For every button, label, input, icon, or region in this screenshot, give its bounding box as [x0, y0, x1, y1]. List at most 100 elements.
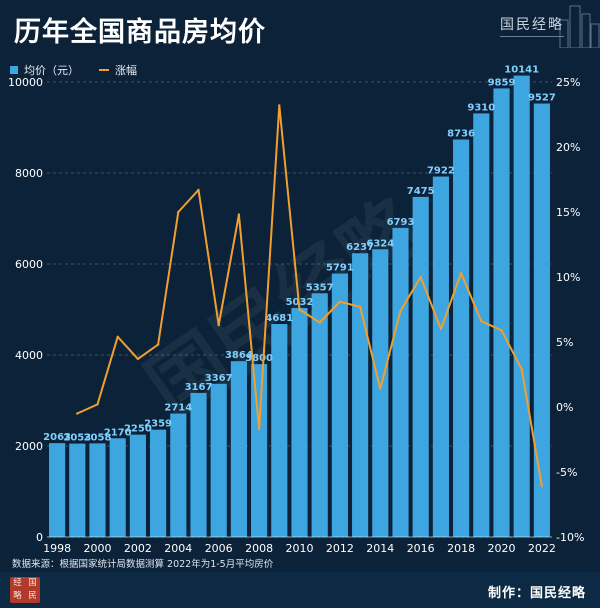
x-tick-label: 2008 — [245, 542, 273, 555]
growth-point — [278, 104, 281, 107]
growth-point — [177, 210, 180, 214]
line-series — [76, 104, 544, 488]
y-left-tick-label: 0 — [36, 531, 43, 544]
bar — [109, 438, 126, 537]
growth-point — [156, 343, 160, 346]
legend-line-swatch — [99, 69, 109, 71]
bar — [150, 429, 167, 537]
bar-data-label: 5357 — [306, 282, 334, 293]
bar — [49, 443, 66, 537]
bar-data-label: 9527 — [528, 93, 556, 104]
y-axis-right: -10% -5% 0% 5% 10% 15% 20% 25% — [556, 76, 584, 544]
growth-point — [298, 308, 301, 311]
bar-data-label: 2359 — [144, 419, 172, 430]
bar — [311, 293, 328, 537]
bar — [412, 196, 429, 537]
bar-data-label: 2714 — [164, 403, 192, 414]
bar — [473, 113, 490, 538]
bar-data-label: 3800 — [245, 353, 273, 364]
growth-point — [500, 329, 503, 332]
bar — [493, 88, 510, 537]
maker-credit: 制作：国民经略 — [487, 586, 586, 601]
x-tick-label: 2000 — [84, 542, 112, 555]
growth-point — [459, 271, 463, 275]
bar-data-label: 8736 — [447, 129, 475, 140]
growth-point — [96, 403, 99, 406]
growth-point — [480, 320, 483, 323]
footer-bar — [0, 572, 600, 608]
bar — [89, 443, 106, 537]
bar — [251, 364, 268, 537]
x-tick-label: 2012 — [326, 542, 354, 555]
growth-line — [76, 104, 543, 487]
bar-data-label: 2058 — [84, 432, 112, 443]
legend-line-label: 涨幅 — [115, 64, 137, 77]
bar — [291, 308, 308, 537]
bar-data-label: 2063 — [43, 432, 71, 443]
y-right-tick-label: 25% — [556, 76, 580, 89]
legend: 均价（元） 涨幅 — [10, 62, 137, 78]
bar-series — [49, 75, 550, 538]
x-tick-label: 2010 — [286, 542, 314, 555]
x-tick-label: 2016 — [407, 542, 435, 555]
growth-point — [76, 412, 79, 415]
bar — [372, 249, 389, 537]
y-left-tick-label: 8000 — [15, 167, 43, 180]
bar-data-label: 7922 — [427, 166, 455, 177]
legend-bar-swatch — [10, 66, 18, 74]
bar-data-label: 6793 — [387, 217, 415, 228]
bar — [352, 253, 369, 538]
x-tick-label: 2002 — [124, 542, 152, 555]
bar-data-label: 9859 — [488, 77, 516, 88]
y-left-tick-label: 6000 — [15, 258, 43, 271]
x-tick-label: 2006 — [205, 542, 233, 555]
y-left-tick-label: 10000 — [8, 76, 43, 89]
y-right-tick-label: 5% — [556, 336, 573, 349]
growth-point — [257, 427, 261, 431]
x-tick-label: 2022 — [528, 542, 556, 555]
bar — [331, 273, 348, 537]
bar — [432, 176, 449, 537]
bar-data-label: 2053 — [63, 433, 91, 444]
bar-data-label: 10141 — [504, 65, 539, 76]
x-axis: 1998 2000 2002 2004 2006 2008 2010 2012 2014 2016… — [43, 536, 556, 555]
growth-point — [318, 321, 321, 324]
bar — [230, 361, 247, 537]
growth-point — [237, 213, 241, 216]
y-right-tick-label: 10% — [556, 271, 580, 284]
bar — [533, 103, 550, 538]
brand-logo: 国民经略 — [500, 14, 564, 37]
bar — [453, 139, 470, 537]
bar-data-label: 3864 — [225, 350, 253, 361]
growth-point — [399, 309, 402, 312]
growth-point — [358, 305, 362, 309]
bar-data-label: 7475 — [407, 186, 435, 197]
growth-point — [197, 188, 200, 192]
bar — [392, 227, 409, 537]
growth-point — [439, 327, 443, 331]
seal-char: 民 — [28, 591, 37, 602]
bar — [69, 443, 86, 537]
x-tick-label: 2020 — [488, 542, 516, 555]
bar — [513, 75, 530, 537]
bar — [170, 413, 187, 537]
bar-data-label: 3367 — [205, 373, 233, 384]
brand-seal-logo: 经 国 略 民 — [10, 577, 40, 603]
y-right-tick-label: -10% — [556, 531, 584, 544]
bar — [129, 434, 146, 537]
price-chart: 国民经略 20632053205821702250235927143167336… — [8, 65, 584, 555]
growth-point — [419, 275, 422, 279]
bar-data-label: 6237 — [346, 242, 374, 253]
growth-point — [520, 368, 523, 371]
bar-data-label: 4681 — [265, 313, 293, 324]
y-right-tick-label: 20% — [556, 141, 580, 154]
bar — [190, 392, 207, 537]
x-tick-label: 2014 — [366, 542, 394, 555]
skyline-decoration — [559, 5, 600, 48]
bar-data-label: 9310 — [467, 102, 495, 113]
bar-data-label: 5791 — [326, 263, 354, 274]
x-tick-label: 2004 — [164, 542, 192, 555]
growth-point — [379, 387, 382, 390]
x-tick-label: 2018 — [447, 542, 475, 555]
